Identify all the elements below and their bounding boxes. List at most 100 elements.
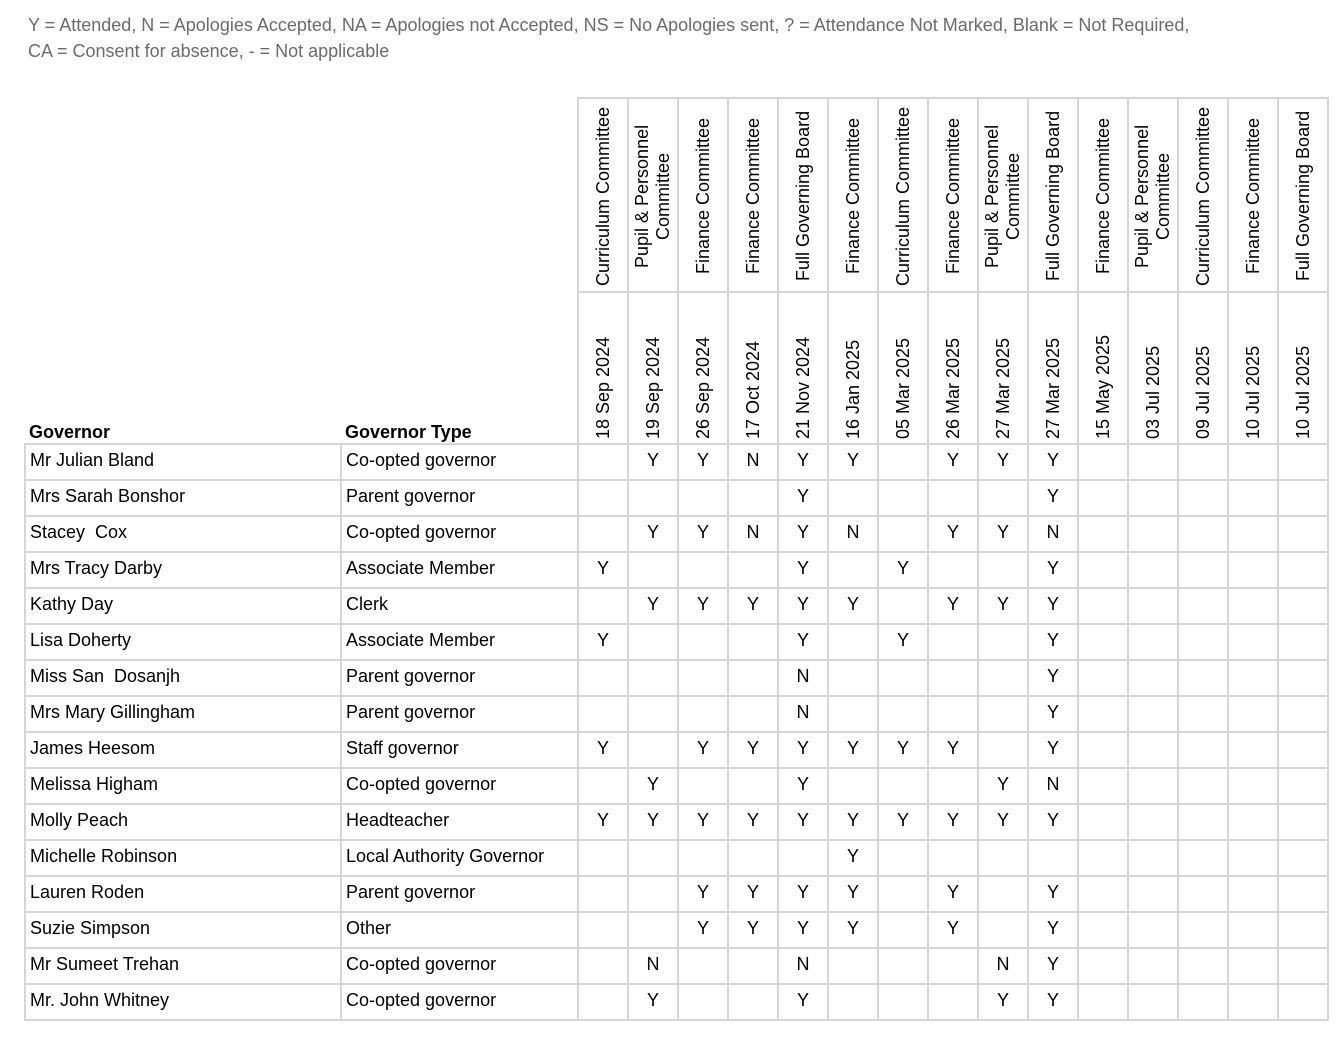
attendance-cell: Y: [1027, 659, 1079, 697]
attendance-cell: [927, 551, 979, 589]
committee-header: Curriculum Committee: [1177, 97, 1229, 293]
attendance-cell: [1127, 587, 1179, 625]
attendance-cell: N: [1027, 515, 1079, 553]
date-header: 16 Jan 2025: [827, 291, 879, 445]
attendance-cell: Y: [677, 875, 729, 913]
attendance-cell: N: [1027, 767, 1079, 805]
attendance-cell: [1077, 767, 1129, 805]
attendance-cell: [727, 767, 779, 805]
committee-label: Pupil & Personnel Committee: [632, 124, 673, 268]
governor-name: James Heesom: [24, 731, 342, 769]
attendance-cell: Y: [727, 587, 779, 625]
governor-type: Parent governor: [340, 695, 579, 733]
attendance-cell: [677, 695, 729, 733]
committee-header: Pupil & Personnel Committee: [977, 97, 1029, 293]
committee-label: Finance Committee: [842, 117, 863, 275]
attendance-cell: Y: [927, 911, 979, 949]
attendance-cell: Y: [827, 587, 879, 625]
attendance-cell: [877, 911, 929, 949]
attendance-cell: [577, 875, 629, 913]
attendance-cell: N: [777, 947, 829, 985]
legend: Y = Attended, N = Apologies Accepted, NA…: [28, 12, 1318, 64]
governor-type: Headteacher: [340, 803, 579, 841]
attendance-cell: Y: [1027, 731, 1079, 769]
attendance-cell: Y: [977, 803, 1029, 841]
attendance-cell: [1127, 551, 1179, 589]
governor-type: Co-opted governor: [340, 443, 579, 481]
attendance-cell: [927, 947, 979, 985]
attendance-cell: [927, 767, 979, 805]
committee-header: Finance Committee: [927, 97, 979, 293]
attendance-cell: [927, 983, 979, 1021]
attendance-cell: [1227, 623, 1279, 661]
attendance-cell: [1127, 443, 1179, 481]
attendance-cell: [977, 731, 1029, 769]
committee-label: Finance Committee: [1242, 117, 1263, 275]
governor-row: Mrs Sarah Bonshor Parent governor Y Y: [24, 479, 1329, 517]
attendance-cell: [1177, 911, 1229, 949]
attendance-cell: [677, 983, 729, 1021]
attendance-cell: [627, 839, 679, 877]
attendance-cell: Y: [777, 767, 829, 805]
attendance-cell: [1227, 767, 1279, 805]
date-header: 27 Mar 2025: [977, 291, 1029, 445]
attendance-cell: Y: [577, 803, 629, 841]
committee-label: Curriculum Committee: [1192, 106, 1213, 286]
governor-name: Molly Peach: [24, 803, 342, 841]
attendance-cell: Y: [1027, 695, 1079, 733]
attendance-cell: Y: [727, 731, 779, 769]
attendance-cell: N: [777, 659, 829, 697]
attendance-cell: Y: [827, 839, 879, 877]
date-header: 09 Jul 2025: [1177, 291, 1229, 445]
attendance-cell: Y: [677, 587, 729, 625]
attendance-cell: [1177, 551, 1229, 589]
attendance-cell: [677, 659, 729, 697]
governor-type: Co-opted governor: [340, 947, 579, 985]
attendance-cell: Y: [777, 911, 829, 949]
governor-type: Parent governor: [340, 875, 579, 913]
attendance-cell: [577, 695, 629, 733]
governor-row: Lisa Doherty Associate Member Y Y Y Y: [24, 623, 1329, 661]
attendance-cell: N: [627, 947, 679, 985]
attendance-cell: [877, 875, 929, 913]
attendance-cell: [777, 839, 829, 877]
attendance-cell: [677, 767, 729, 805]
attendance-table: Governor Governor Type Curriculum Commit…: [24, 97, 1329, 1021]
attendance-cell: [677, 623, 729, 661]
attendance-cell: N: [727, 515, 779, 553]
attendance-cell: Y: [977, 443, 1029, 481]
date-header: 05 Mar 2025: [877, 291, 929, 445]
attendance-cell: Y: [1027, 947, 1079, 985]
attendance-cell: [577, 839, 629, 877]
governor-type: Co-opted governor: [340, 767, 579, 805]
attendance-cell: [1077, 947, 1129, 985]
governor-row: Molly Peach Headteacher Y Y Y Y Y Y Y Y Y Y: [24, 803, 1329, 841]
attendance-cell: [1177, 623, 1229, 661]
attendance-cell: [1177, 839, 1229, 877]
attendance-cell: [1227, 839, 1279, 877]
governor-row: Michelle Robinson Local Authority Governo…: [24, 839, 1329, 877]
attendance-cell: Y: [877, 623, 929, 661]
governor-row: Mrs Mary Gillingham Parent governor N Y: [24, 695, 1329, 733]
committee-header: Full Governing Board: [1277, 97, 1329, 293]
attendance-cell: Y: [627, 767, 679, 805]
governor-row: Kathy Day Clerk Y Y Y Y Y Y Y Y: [24, 587, 1329, 625]
table-body: Governor Governor Type Curriculum Commit…: [24, 97, 1329, 1021]
attendance-cell: Y: [777, 587, 829, 625]
attendance-cell: [1177, 983, 1229, 1021]
attendance-cell: Y: [627, 443, 679, 481]
attendance-cell: Y: [977, 983, 1029, 1021]
governor-type: Staff governor: [340, 731, 579, 769]
governor-type: Associate Member: [340, 623, 579, 661]
committee-label: Pupil & Personnel Committee: [982, 124, 1023, 268]
attendance-cell: [1277, 983, 1329, 1021]
date-label: 18 Sep 2024: [592, 336, 613, 439]
attendance-cell: [1127, 731, 1179, 769]
governor-row: Lauren Roden Parent governor Y Y Y Y Y Y: [24, 875, 1329, 913]
attendance-cell: Y: [1027, 983, 1079, 1021]
committee-label: Pupil & Personnel Committee: [1132, 124, 1173, 268]
governor-name: Miss San Dosanjh: [24, 659, 342, 697]
attendance-cell: [877, 767, 929, 805]
attendance-cell: [877, 839, 929, 877]
